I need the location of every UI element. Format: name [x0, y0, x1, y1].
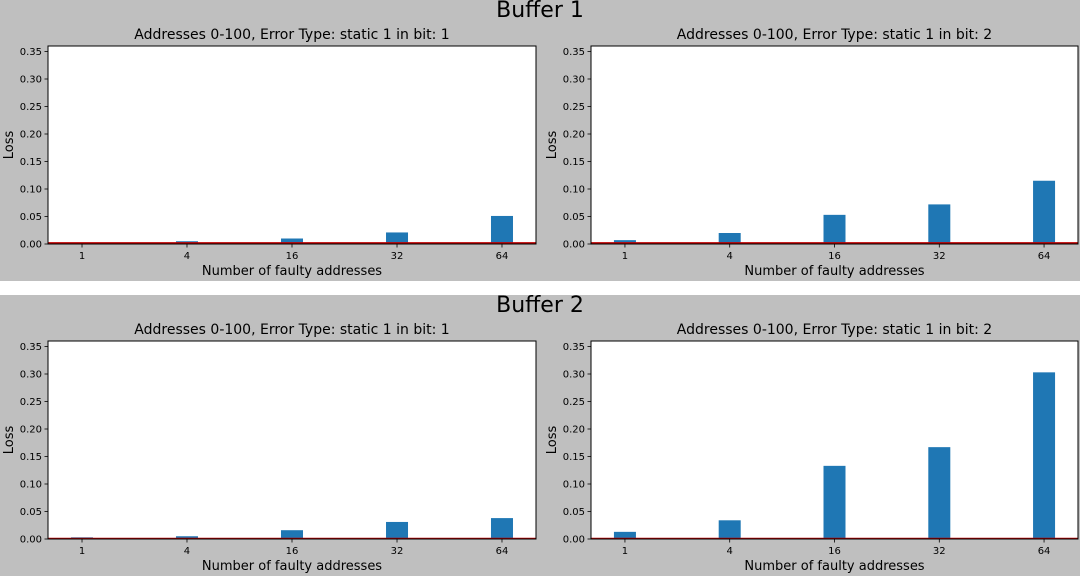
figure-title-buffer-1: Buffer 1 — [496, 0, 584, 23]
chart-1-ytick-label: 0.00 — [20, 240, 42, 251]
chart-2-xtick-label: 32 — [933, 251, 946, 262]
chart-2-xtick-label: 1 — [622, 251, 628, 262]
chart-3-xlabel: Number of faulty addresses — [202, 559, 382, 574]
chart-3-ylabel: Loss — [2, 426, 17, 455]
chart-4-bar-4 — [718, 520, 741, 539]
chart-4-ytick-label: 0.35 — [563, 342, 585, 353]
chart-3-bar-4 — [175, 536, 198, 539]
chart-1-xtick-label: 32 — [391, 251, 404, 262]
figure-title-buffer-2: Buffer 2 — [496, 293, 584, 318]
chart-2-ylabel: Loss — [545, 131, 560, 160]
chart-3-bar-16 — [281, 530, 303, 539]
chart-4-bar-1 — [613, 531, 636, 539]
chart-3-plot-area — [48, 341, 536, 539]
chart-3-xtick-label: 1 — [79, 546, 85, 557]
chart-2-ytick-label: 0.30 — [563, 75, 585, 86]
chart-3-bar-32 — [386, 521, 409, 539]
chart-4-ytick-label: 0.00 — [563, 535, 585, 546]
chart-1-ytick-label: 0.05 — [20, 212, 42, 223]
chart-1-xtick-label: 4 — [184, 251, 190, 262]
chart-1-xtick-label: 16 — [286, 251, 299, 262]
chart-4-xtick-label: 16 — [828, 546, 841, 557]
chart-2-title: Addresses 0-100, Error Type: static 1 in… — [677, 27, 992, 43]
chart-2-bar-64 — [1033, 180, 1056, 244]
chart-1-xtick-label: 1 — [79, 251, 85, 262]
chart-2-xtick-label: 16 — [828, 251, 841, 262]
chart-4-ytick-label: 0.15 — [563, 452, 585, 463]
chart-1-ytick-label: 0.25 — [20, 102, 42, 113]
chart-4-ytick-label: 0.20 — [563, 425, 585, 436]
chart-4-xtick-label: 1 — [622, 546, 628, 557]
chart-4-xtick-label: 4 — [727, 546, 733, 557]
chart-1-ytick-label: 0.20 — [20, 130, 42, 141]
chart-1-ytick-label: 0.10 — [20, 185, 42, 196]
chart-3-xtick-label: 64 — [496, 546, 509, 557]
chart-3-ytick-label: 0.05 — [20, 507, 42, 518]
chart-4-xlabel: Number of faulty addresses — [744, 559, 924, 574]
chart-1-bar-16 — [281, 238, 303, 244]
chart-4-ylabel: Loss — [545, 426, 560, 455]
chart-1-plot-area — [48, 46, 536, 244]
chart-3-title: Addresses 0-100, Error Type: static 1 in… — [134, 322, 449, 338]
chart-2-bar-32 — [928, 204, 951, 244]
chart-2-bar-1 — [613, 240, 636, 244]
chart-2-ytick-label: 0.10 — [563, 185, 585, 196]
chart-3-ytick-label: 0.10 — [20, 480, 42, 491]
chart-2-bar-16 — [823, 214, 846, 244]
chart-3-ytick-label: 0.35 — [20, 342, 42, 353]
chart-2-xtick-label: 4 — [727, 251, 733, 262]
chart-3-xtick-label: 32 — [391, 546, 404, 557]
chart-1-bar-64 — [490, 215, 513, 244]
chart-1-xlabel: Number of faulty addresses — [202, 264, 382, 279]
chart-2-ytick-label: 0.05 — [563, 212, 585, 223]
chart-1-ylabel: Loss — [2, 131, 17, 160]
chart-2-ytick-label: 0.00 — [563, 240, 585, 251]
chart-3-ytick-label: 0.30 — [20, 370, 42, 381]
chart-3-ytick-label: 0.20 — [20, 425, 42, 436]
chart-1-bar-32 — [386, 232, 409, 244]
chart-2-xlabel: Number of faulty addresses — [744, 264, 924, 279]
chart-3-bar-64 — [490, 518, 513, 539]
chart-4-title: Addresses 0-100, Error Type: static 1 in… — [677, 322, 992, 338]
chart-2-ytick-label: 0.20 — [563, 130, 585, 141]
chart-2-plot-area — [591, 46, 1078, 244]
chart-1-ytick-label: 0.30 — [20, 75, 42, 86]
chart-3-xtick-label: 16 — [286, 546, 299, 557]
chart-3-ytick-label: 0.15 — [20, 452, 42, 463]
chart-1-xtick-label: 64 — [496, 251, 509, 262]
chart-4-xtick-label: 64 — [1038, 546, 1051, 557]
chart-4-bar-32 — [928, 447, 951, 539]
chart-2-xtick-label: 64 — [1038, 251, 1051, 262]
chart-1-ytick-label: 0.15 — [20, 157, 42, 168]
chart-2-ytick-label: 0.15 — [563, 157, 585, 168]
chart-2-ytick-label: 0.35 — [563, 47, 585, 58]
chart-4-ytick-label: 0.25 — [563, 397, 585, 408]
chart-4-bar-16 — [823, 465, 846, 539]
chart-1-title: Addresses 0-100, Error Type: static 1 in… — [134, 27, 449, 43]
chart-4-ytick-label: 0.10 — [563, 480, 585, 491]
chart-2-bar-4 — [718, 233, 741, 244]
chart-4-ytick-label: 0.05 — [563, 507, 585, 518]
chart-3-xtick-label: 4 — [184, 546, 190, 557]
chart-3-ytick-label: 0.25 — [20, 397, 42, 408]
chart-2-ytick-label: 0.25 — [563, 102, 585, 113]
chart-4-xtick-label: 32 — [933, 546, 946, 557]
chart-4-bar-64 — [1033, 372, 1056, 539]
chart-1-ytick-label: 0.35 — [20, 47, 42, 58]
chart-3-ytick-label: 0.00 — [20, 535, 42, 546]
chart-4-ytick-label: 0.30 — [563, 370, 585, 381]
